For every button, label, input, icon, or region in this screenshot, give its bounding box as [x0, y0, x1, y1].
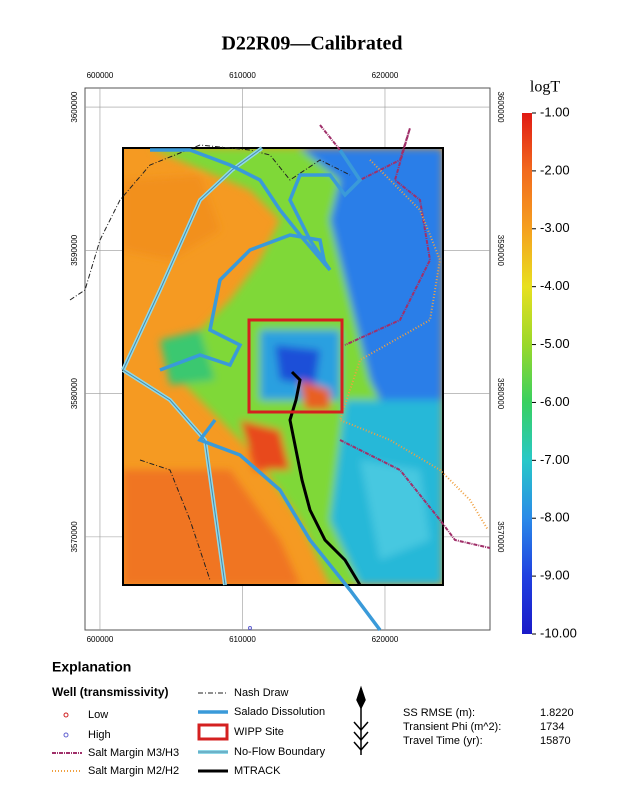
legend-label: Nash Draw — [234, 687, 288, 699]
colorbar-tick-label: -8.00 — [540, 510, 570, 525]
colorbar-tick-label: -2.00 — [540, 162, 570, 177]
stats: SS RMSE (m): 1.8220 Transient Phi (m^2): 17… — [403, 707, 574, 747]
nash-draw — [139, 459, 211, 581]
salt-margin-m2 — [338, 159, 489, 531]
well-title: Well (transmissivity) — [52, 685, 168, 699]
explanation-title: Explanation — [52, 659, 131, 675]
x-tick-label: 610000 — [229, 635, 256, 644]
stat-value: 1734 — [540, 721, 564, 733]
y-tick-label: 3600000 — [70, 91, 79, 123]
nash-draw — [69, 144, 351, 301]
x-tick-label: 620000 — [372, 71, 399, 80]
salt-margin-m3 — [339, 439, 491, 549]
legend-label: Low — [88, 709, 108, 721]
x-tick-label: 620000 — [372, 635, 399, 644]
x-tick-label: 610000 — [229, 71, 256, 80]
legend-label: WIPP Site — [234, 726, 284, 738]
y-tick-label: 3580000 — [70, 377, 79, 409]
y-tick-label: 3570000 — [496, 521, 505, 553]
legend-low — [63, 712, 69, 718]
stat-value: 1.8220 — [540, 707, 574, 719]
y-tick-label: 3570000 — [70, 521, 79, 553]
mtrack — [288, 370, 362, 586]
colorbar-tick-label: -9.00 — [540, 568, 570, 583]
legend-swatch — [197, 723, 229, 741]
colorbar-tick-label: -5.00 — [540, 336, 570, 351]
colorbar-tick-label: -1.00 — [540, 104, 570, 119]
colorbar-tick-label: -4.00 — [540, 278, 570, 293]
y-tick-label: 3590000 — [70, 234, 79, 266]
stat-label: Travel Time (yr): — [403, 735, 483, 747]
colorbar-tick-label: -3.00 — [540, 220, 570, 235]
stat-value: 15870 — [540, 735, 571, 747]
legend-label: Salt Margin M2/H2 — [88, 765, 179, 777]
y-tick-label: 3580000 — [496, 378, 505, 410]
legend-label: High — [88, 729, 111, 741]
x-tick-label: 600000 — [87, 635, 114, 644]
legend-high — [63, 732, 69, 738]
legend-label: No-Flow Boundary — [234, 746, 326, 758]
colorbar-tick-label: -6.00 — [540, 394, 570, 409]
colorbar-tick-label: -10.00 — [540, 625, 577, 640]
north-arrow — [353, 685, 369, 755]
legend-label: MTRACK — [234, 765, 281, 777]
wipp-site — [247, 318, 344, 414]
legend-label: Salado Dissolution — [234, 706, 325, 718]
stat-label: SS RMSE (m): — [403, 707, 475, 719]
well — [248, 626, 252, 630]
x-tick-label: 600000 — [87, 71, 114, 80]
no-flow-boundary-core — [122, 147, 263, 586]
legend-label: Salt Margin M3/H3 — [88, 747, 179, 759]
colorbar-title: logT — [530, 79, 560, 96]
y-tick-label: 3600000 — [496, 91, 505, 123]
model-field — [123, 148, 443, 585]
colorbar — [522, 113, 532, 634]
salado-dissolution — [150, 148, 382, 632]
colorbar-tick-label: -7.00 — [540, 452, 570, 467]
title: D22R09—Calibrated — [221, 33, 402, 55]
y-tick-label: 3590000 — [496, 235, 505, 267]
stat-label: Transient Phi (m^2): — [403, 721, 501, 733]
